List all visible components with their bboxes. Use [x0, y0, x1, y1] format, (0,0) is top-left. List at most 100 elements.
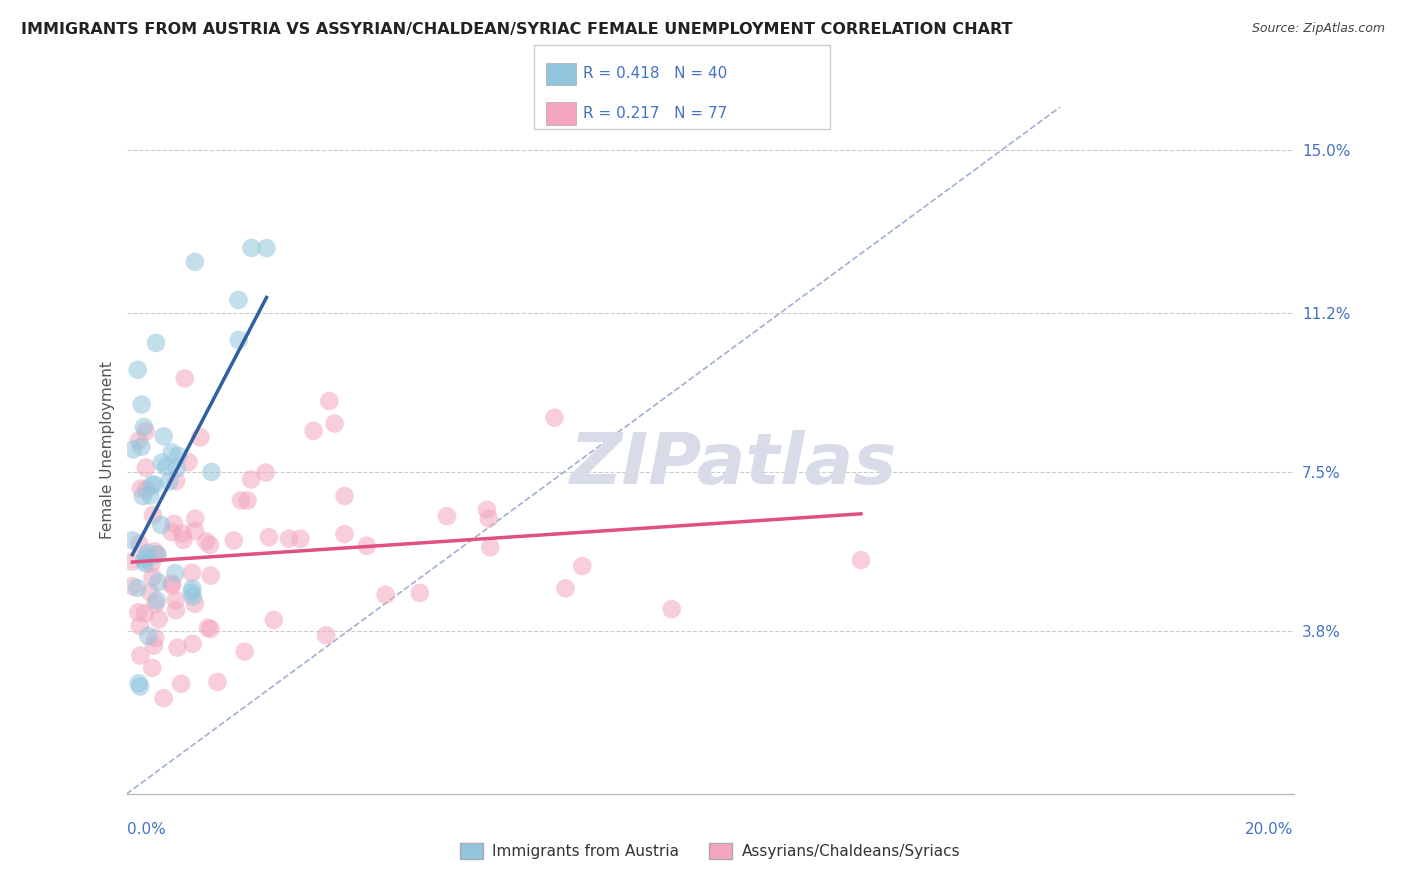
- Point: [157, 475, 180, 489]
- Point: [141, 661, 163, 675]
- Point: [181, 590, 204, 604]
- Point: [145, 548, 167, 562]
- Point: [167, 449, 190, 463]
- Point: [146, 548, 169, 562]
- Point: [198, 538, 221, 552]
- Point: [290, 532, 312, 546]
- Point: [190, 430, 212, 444]
- Point: [160, 445, 183, 459]
- Point: [143, 597, 166, 611]
- Point: [132, 489, 155, 503]
- Point: [436, 509, 458, 524]
- Point: [184, 255, 207, 269]
- Point: [409, 586, 432, 600]
- Point: [128, 676, 150, 690]
- Point: [318, 394, 340, 409]
- Point: [256, 241, 278, 255]
- Point: [302, 424, 325, 438]
- Point: [152, 429, 174, 443]
- Point: [136, 546, 159, 560]
- Point: [139, 489, 162, 503]
- Point: [121, 579, 143, 593]
- Point: [229, 493, 252, 508]
- Point: [166, 640, 188, 655]
- Point: [333, 489, 356, 503]
- Point: [165, 566, 187, 581]
- Point: [150, 456, 173, 470]
- Point: [181, 566, 204, 580]
- Point: [177, 455, 200, 469]
- Point: [146, 575, 169, 590]
- Point: [148, 612, 170, 626]
- Point: [240, 472, 263, 486]
- Point: [129, 482, 152, 496]
- Point: [143, 631, 166, 645]
- Point: [165, 603, 187, 617]
- Point: [142, 639, 165, 653]
- Point: [122, 442, 145, 457]
- Point: [184, 524, 207, 538]
- Point: [145, 335, 167, 350]
- Point: [200, 568, 222, 582]
- Point: [127, 363, 149, 377]
- Point: [315, 628, 337, 642]
- Point: [129, 648, 152, 663]
- Point: [131, 440, 153, 454]
- Point: [200, 622, 222, 636]
- Point: [155, 459, 177, 474]
- Point: [263, 613, 285, 627]
- Point: [128, 536, 150, 550]
- Point: [207, 675, 229, 690]
- Point: [165, 593, 187, 607]
- Point: [131, 398, 153, 412]
- Point: [146, 593, 169, 607]
- Point: [135, 483, 157, 497]
- Point: [184, 597, 207, 611]
- Point: [139, 585, 162, 599]
- Point: [172, 533, 194, 547]
- Point: [222, 533, 245, 548]
- Point: [163, 516, 186, 531]
- Point: [166, 461, 188, 475]
- Point: [150, 518, 173, 533]
- Point: [257, 530, 280, 544]
- Point: [134, 554, 156, 568]
- Point: [141, 557, 163, 571]
- Point: [543, 410, 565, 425]
- Point: [181, 637, 204, 651]
- Legend: Immigrants from Austria, Assyrians/Chaldeans/Syriacs: Immigrants from Austria, Assyrians/Chald…: [454, 837, 966, 865]
- Point: [170, 677, 193, 691]
- Point: [135, 460, 157, 475]
- Point: [228, 333, 250, 347]
- Point: [195, 534, 218, 549]
- Point: [475, 502, 498, 516]
- Point: [254, 466, 277, 480]
- Point: [160, 524, 183, 539]
- Point: [849, 553, 872, 567]
- Text: ZIPatlas: ZIPatlas: [569, 430, 897, 499]
- Text: 0.0%: 0.0%: [127, 822, 166, 837]
- Point: [142, 508, 165, 522]
- Point: [143, 544, 166, 558]
- Point: [236, 493, 259, 508]
- Point: [333, 527, 356, 541]
- Point: [479, 540, 502, 554]
- Point: [136, 629, 159, 643]
- Point: [141, 570, 163, 584]
- Point: [374, 588, 396, 602]
- Point: [554, 582, 576, 596]
- Point: [152, 691, 174, 706]
- Point: [180, 585, 202, 599]
- Point: [197, 621, 219, 635]
- Point: [128, 434, 150, 448]
- Point: [121, 533, 143, 548]
- Point: [127, 581, 149, 595]
- Point: [132, 420, 155, 434]
- Text: IMMIGRANTS FROM AUSTRIA VS ASSYRIAN/CHALDEAN/SYRIAC FEMALE UNEMPLOYMENT CORRELAT: IMMIGRANTS FROM AUSTRIA VS ASSYRIAN/CHAL…: [21, 22, 1012, 37]
- Text: R = 0.418   N = 40: R = 0.418 N = 40: [583, 66, 728, 81]
- Point: [181, 582, 204, 596]
- Point: [233, 644, 256, 658]
- Point: [277, 532, 299, 546]
- Point: [128, 619, 150, 633]
- Point: [160, 576, 183, 591]
